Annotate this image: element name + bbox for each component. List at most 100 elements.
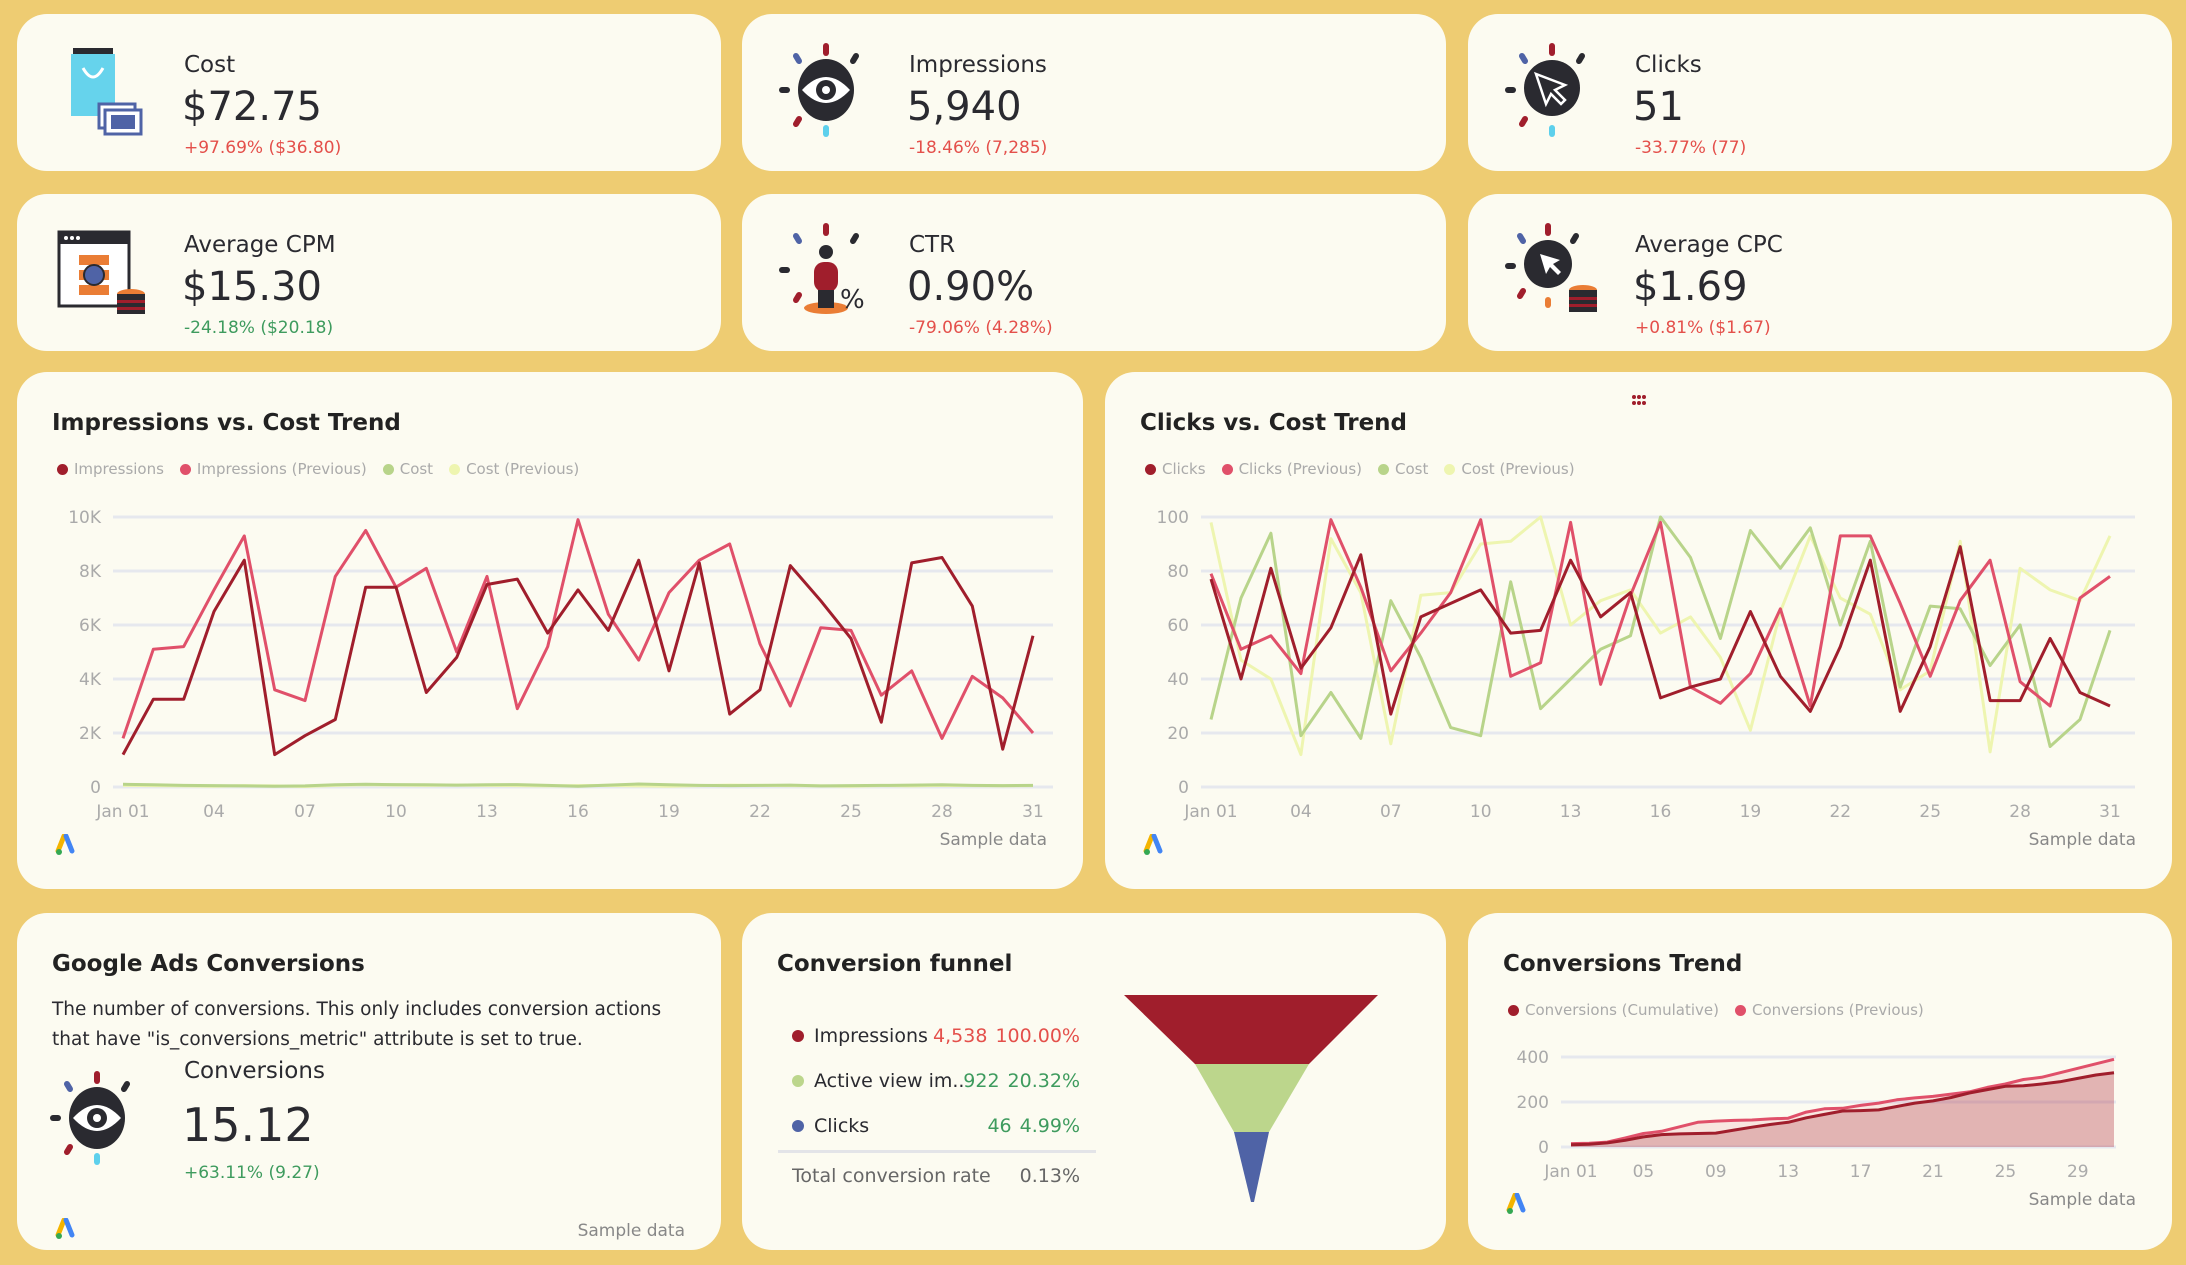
legend-label: Conversions (Previous) xyxy=(1752,1001,1924,1019)
series-line-conversions-previous-[interactable] xyxy=(1570,1057,2115,1146)
funnel-row-name: Active view im... xyxy=(814,1070,964,1092)
series-line-cost[interactable] xyxy=(122,782,1034,788)
chart-title: Clicks vs. Cost Trend xyxy=(1140,410,1408,436)
y-tick-label: 0 xyxy=(1178,778,1189,798)
kpi-delta: +0.81% ($1.67) xyxy=(1635,318,1771,338)
y-tick-label: 2K xyxy=(79,724,102,744)
legend-item[interactable]: Conversions (Cumulative) xyxy=(1508,1001,1719,1019)
funnel-row-dot xyxy=(792,1030,804,1042)
series-line-impressions[interactable] xyxy=(121,556,1035,757)
funnel-row[interactable]: Clicks 46 4.99% xyxy=(792,1115,1080,1137)
funnel-segment[interactable] xyxy=(1234,1132,1269,1202)
y-tick-label: 200 xyxy=(1517,1093,1549,1113)
x-tick-label: 29 xyxy=(2067,1162,2089,1182)
x-tick-label: 13 xyxy=(1560,802,1582,822)
x-tick-label: 19 xyxy=(1740,802,1762,822)
funnel-row-value: 46 xyxy=(987,1115,1012,1137)
cursor-coins-icon xyxy=(1505,223,1597,312)
funnel-segment[interactable] xyxy=(1195,1064,1309,1132)
kpi-value: $1.69 xyxy=(1633,264,1748,310)
x-tick-label: 21 xyxy=(1922,1162,1944,1182)
x-tick-label: 28 xyxy=(931,802,953,822)
conversions-trend-card: Conversions Trend Conversions (Cumulativ… xyxy=(1468,913,2172,1250)
chart-legend: Impressions Impressions (Previous) Cost Cos… xyxy=(57,460,579,478)
legend-label: Cost (Previous) xyxy=(466,460,580,478)
series-line-conversions-cumulative-[interactable] xyxy=(1570,1071,2115,1147)
x-tick-label: 19 xyxy=(658,802,680,822)
clicks-cost-line-chart: 0 20 40 60 80 100 Jan 01 04 07 10 13 16 19 22 25 28 31 xyxy=(1157,508,2135,822)
person-percent-icon: % xyxy=(779,223,865,315)
kpi-delta: -33.77% (77) xyxy=(1635,138,1747,158)
y-tick-label: 0 xyxy=(1538,1138,1549,1158)
funnel-row-percent: 100.00% xyxy=(995,1025,1080,1047)
drag-handle-icon[interactable] xyxy=(1631,394,1647,406)
x-tick-label: 22 xyxy=(749,802,771,822)
legend-dot xyxy=(449,464,461,475)
series-line-clicks-previous-[interactable] xyxy=(1209,518,2111,708)
y-tick-label: 400 xyxy=(1517,1048,1549,1068)
kpi-value: 51 xyxy=(1633,84,1684,130)
x-tick-label: 25 xyxy=(840,802,862,822)
kpi-label: CTR xyxy=(909,232,956,258)
legend-item[interactable]: Cost (Previous) xyxy=(1444,460,1575,478)
chart-legend: Clicks Clicks (Previous) Cost Cost (Previou… xyxy=(1145,460,1575,478)
legend-dot xyxy=(179,464,191,475)
x-tick-label: 05 xyxy=(1633,1162,1655,1182)
legend-item[interactable]: Cost xyxy=(1377,460,1428,478)
google-ads-conversions-card: Google Ads Conversions The number of con… xyxy=(17,913,721,1250)
legend-dot xyxy=(1377,464,1389,475)
legend-dot xyxy=(1444,464,1456,475)
x-tick-label: Jan 01 xyxy=(1183,802,1237,822)
card-title: Conversion funnel xyxy=(777,951,1013,977)
funnel-row-percent: 4.99% xyxy=(1019,1115,1080,1137)
series-area xyxy=(1571,1059,2114,1147)
chart-legend: Conversions (Cumulative) Conversions (Pre… xyxy=(1508,1001,1924,1019)
legend-item[interactable]: Impressions (Previous) xyxy=(179,460,367,478)
kpi-delta: -18.46% (7,285) xyxy=(909,138,1048,158)
sample-data-label: Sample data xyxy=(577,1221,685,1241)
legend-item[interactable]: Conversions (Previous) xyxy=(1735,1001,1924,1019)
kpi-card-clicks: Clicks 51 -33.77% (77) xyxy=(1468,14,2172,171)
x-tick-label: Jan 01 xyxy=(95,802,149,822)
google-ads-logo-icon xyxy=(1506,1193,1526,1214)
x-tick-label: 17 xyxy=(1850,1162,1872,1182)
legend-item[interactable]: Cost (Previous) xyxy=(449,460,579,478)
series-line-cost-previous-[interactable] xyxy=(1209,515,2112,757)
legend-item[interactable]: Clicks xyxy=(1145,460,1206,478)
kpi-value: $15.30 xyxy=(182,264,322,310)
funnel-row[interactable]: Active view im... 922 20.32% xyxy=(792,1070,1080,1092)
x-tick-label: 10 xyxy=(385,802,407,822)
x-tick-label: 31 xyxy=(2099,802,2121,822)
legend-dot xyxy=(1221,464,1233,475)
funnel-segment[interactable] xyxy=(1124,995,1378,1064)
shopping-bag-icon xyxy=(71,48,143,136)
legend-label: Cost xyxy=(399,460,434,478)
series-line-impressions-previous-[interactable] xyxy=(121,518,1035,740)
x-tick-label: 22 xyxy=(1829,802,1851,822)
legend-item[interactable]: Impressions xyxy=(57,460,164,478)
kpi-card-ctr: % CTR 0.90% -79.06% (4.28%) xyxy=(742,194,1446,351)
y-tick-label: 0 xyxy=(90,778,101,798)
series-line-clicks[interactable] xyxy=(1209,545,2111,716)
kpi-label: Clicks xyxy=(1635,52,1702,78)
y-tick-label: 10K xyxy=(68,508,102,528)
sample-data-label: Sample data xyxy=(2028,1190,2136,1210)
x-tick-label: Jan 01 xyxy=(1543,1162,1597,1182)
legend-item[interactable]: Clicks (Previous) xyxy=(1221,460,1362,478)
browser-coins-icon xyxy=(57,230,145,314)
kpi-card-impressions: Impressions 5,940 -18.46% (7,285) xyxy=(742,14,1446,171)
card-title: Google Ads Conversions xyxy=(52,951,365,977)
y-tick-label: 60 xyxy=(1167,616,1189,636)
x-tick-label: 04 xyxy=(203,802,225,822)
legend-label: Clicks xyxy=(1162,460,1206,478)
funnel-row[interactable]: Impressions 4,538 100.00% xyxy=(792,1025,1080,1047)
x-tick-label: 25 xyxy=(1919,802,1941,822)
legend-item[interactable]: Cost xyxy=(382,460,434,478)
legend-dot xyxy=(1508,1005,1519,1016)
kpi-label: Average CPC xyxy=(1635,232,1783,258)
x-tick-label: 16 xyxy=(567,802,589,822)
series-line-cost[interactable] xyxy=(1209,515,2112,748)
kpi-label: Impressions xyxy=(909,52,1047,78)
funnel-row-dot xyxy=(792,1120,804,1132)
svg-text:%: % xyxy=(840,285,865,315)
